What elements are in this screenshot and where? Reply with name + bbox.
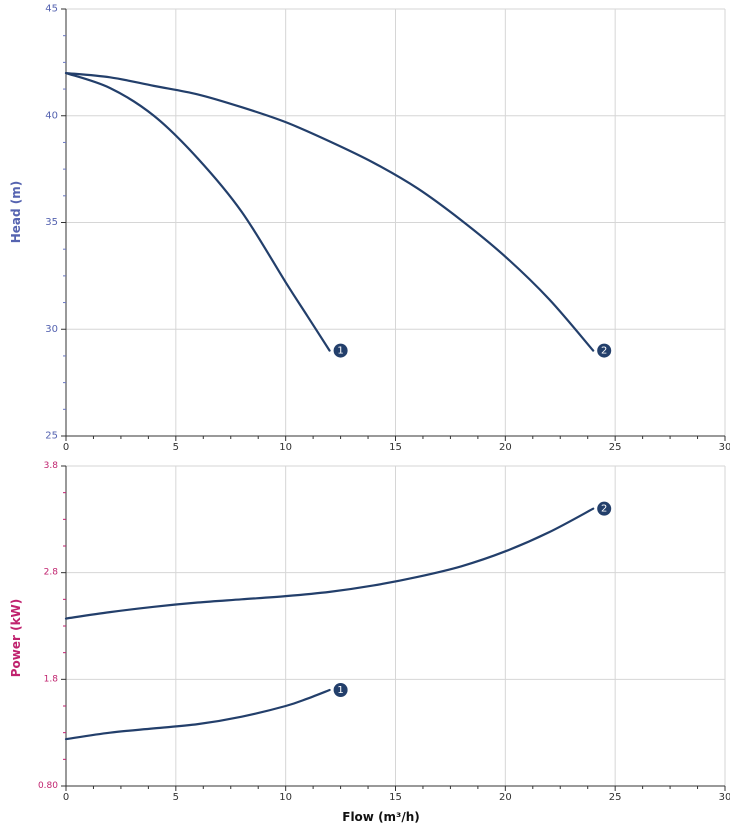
head-xtick-label-20: 20 xyxy=(499,442,512,453)
power-xtick-label-5: 5 xyxy=(173,792,179,803)
power-marker-label-2: 2 xyxy=(601,504,607,515)
power-xtick-label-10: 10 xyxy=(279,792,292,803)
head-axis-label: Head (m) xyxy=(9,181,23,244)
head-xtick-label-10: 10 xyxy=(279,442,292,453)
power-marker-label-1: 1 xyxy=(337,685,343,696)
power-marker-circle-2 xyxy=(597,501,612,516)
power-ytick-label-3.8: 3.8 xyxy=(44,461,59,471)
head-xtick-label-5: 5 xyxy=(173,442,179,453)
head-ytick-label-45: 45 xyxy=(45,4,58,15)
power-curve-2-marker: 2 xyxy=(597,501,612,516)
power-ytick-label-0.8: 0.80 xyxy=(38,781,58,791)
head-xtick-label-25: 25 xyxy=(609,442,622,453)
power-xtick-label-30: 30 xyxy=(719,792,730,803)
head-marker-label-2: 2 xyxy=(601,346,607,357)
head-curve-1 xyxy=(64,71,331,352)
power-curve-1 xyxy=(64,688,331,741)
power-xtick-label-0: 0 xyxy=(63,792,69,803)
head-curve-2-marker: 2 xyxy=(597,343,612,358)
power-curve-1-marker: 1 xyxy=(333,683,348,697)
head-curve-2 xyxy=(64,71,595,352)
head-curve-1-marker: 1 xyxy=(333,343,348,358)
flow-axis-label: Flow (m³/h) xyxy=(342,810,419,824)
head-xtick-label-0: 0 xyxy=(63,442,69,453)
power-xtick-label-15: 15 xyxy=(389,792,402,803)
power-ytick-label-2.8: 2.8 xyxy=(44,568,59,578)
power-panel: 0 5 10 15 20 25 30 0.80 1.8 2.8 3.8 1 2 xyxy=(38,461,730,803)
power-marker-circle-1 xyxy=(333,683,348,697)
head-ytick-label-30: 30 xyxy=(45,324,58,335)
head-ytick-label-40: 40 xyxy=(45,110,58,121)
head-xtick-label-15: 15 xyxy=(389,442,402,453)
power-xtick-label-20: 20 xyxy=(499,792,512,803)
power-axis-label: Power (kW) xyxy=(9,599,23,678)
head-marker-circle-2 xyxy=(597,343,612,358)
power-xtick-label-25: 25 xyxy=(609,792,622,803)
head-panel: 0 5 10 15 20 25 30 25 30 35 40 45 1 2 xyxy=(45,4,730,454)
head-ytick-label-35: 35 xyxy=(45,217,58,228)
head-ytick-label-25: 25 xyxy=(45,431,58,442)
head-marker-label-1: 1 xyxy=(337,346,343,357)
power-ytick-label-1.8: 1.8 xyxy=(44,674,59,684)
power-curve-2 xyxy=(64,507,595,620)
head-marker-circle-1 xyxy=(333,343,348,358)
head-xtick-label-30: 30 xyxy=(719,442,730,453)
